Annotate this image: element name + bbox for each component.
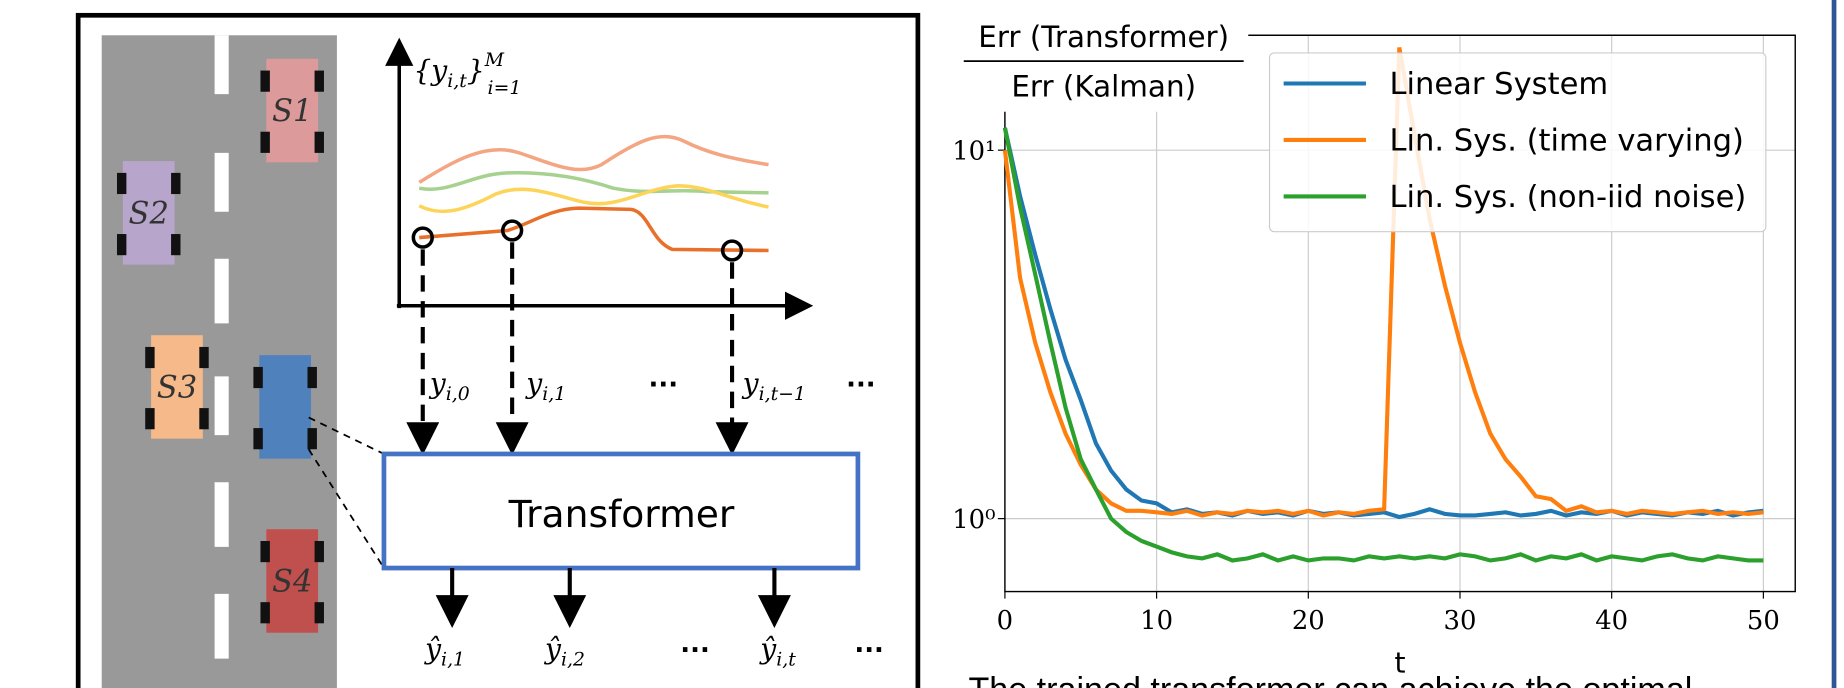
- label-sup: M: [484, 50, 505, 71]
- wheel: [199, 408, 208, 429]
- output-arrows: [452, 568, 774, 620]
- label-sub: i,t: [447, 71, 467, 92]
- label-close: }: [467, 54, 485, 87]
- wheel: [260, 71, 269, 92]
- math-base: ŷ: [423, 633, 442, 666]
- wheel: [199, 347, 208, 368]
- car-label: S2: [129, 196, 169, 231]
- math-sub: i,t: [776, 650, 796, 671]
- wheel: [260, 541, 269, 562]
- page: {"diagram":{ "cars":["S1","S2","S3","S4"…: [0, 0, 1844, 688]
- math-sub: i,0: [446, 384, 470, 405]
- ellipsis: ···: [854, 636, 883, 666]
- x-tick-label: 40: [1595, 606, 1628, 636]
- input-arrows: [423, 242, 732, 447]
- ellipsis: ···: [649, 370, 678, 400]
- math-label: ŷi,1: [423, 633, 465, 671]
- wheel: [315, 602, 324, 623]
- label-low: i=1: [488, 78, 522, 99]
- math-label: yi,0: [428, 367, 470, 405]
- wheel: [308, 367, 317, 388]
- car-label: S3: [157, 371, 197, 406]
- y-tick-label: 10⁰: [952, 505, 995, 535]
- caption: The trained transformer can achieve the …: [968, 671, 1692, 688]
- wheel: [171, 234, 180, 255]
- wheel: [145, 408, 154, 429]
- wheel: [315, 71, 324, 92]
- y-label-num: Err (Transformer): [978, 20, 1229, 54]
- x-tick-label: 10: [1140, 606, 1173, 636]
- chart: 0 10 20 30 40 50 10⁰ 10¹ Linear System Lin. Sys. …: [952, 0, 1795, 688]
- figure: S1S2S3S4 Transformer {yi,t}Mi=1 yi,0yi,1…: [0, 0, 1844, 688]
- math-sub: i,1: [542, 384, 566, 405]
- car: [259, 355, 311, 458]
- y-tick-label: 10¹: [952, 137, 995, 167]
- math-base: y: [741, 367, 760, 400]
- car-label: S4: [272, 565, 312, 600]
- x-tick-label: 30: [1444, 606, 1477, 636]
- wheel: [308, 428, 317, 449]
- x-tick-label: 20: [1292, 606, 1325, 636]
- wheel: [315, 541, 324, 562]
- x-tick-label: 0: [997, 606, 1013, 636]
- math-base: y: [428, 367, 447, 400]
- math-label: yi,t−1: [741, 367, 806, 405]
- ellipsis: ···: [680, 636, 709, 666]
- math-label: ŷi,t: [758, 633, 796, 671]
- math-base: ŷ: [758, 633, 777, 666]
- sample-points: [413, 221, 741, 260]
- wheel: [253, 367, 262, 388]
- wheel: [315, 132, 324, 153]
- math-label: ŷi,2: [543, 633, 585, 671]
- math-base: y: [524, 367, 543, 400]
- legend-label: Linear System: [1389, 67, 1608, 102]
- wheel: [253, 428, 262, 449]
- car-label: S1: [272, 94, 312, 129]
- wheel: [260, 132, 269, 153]
- box-label: Transformer: [508, 492, 735, 536]
- wheel: [260, 602, 269, 623]
- math-sub: i,t−1: [759, 384, 806, 405]
- math-base: ŷ: [543, 633, 562, 666]
- wheel: [171, 173, 180, 194]
- math-label: yi,1: [524, 367, 566, 405]
- wheel: [117, 173, 126, 194]
- ellipsis: ···: [846, 370, 875, 400]
- signal-curves: [419, 137, 768, 251]
- legend-label: Lin. Sys. (non-iid noise): [1389, 180, 1746, 215]
- wheel: [117, 234, 126, 255]
- y-label-den: Err (Kalman): [1011, 69, 1196, 103]
- label-base: {y: [413, 54, 448, 87]
- wheel: [145, 347, 154, 368]
- math-sub: i,1: [441, 650, 465, 671]
- math-sub: i,2: [561, 650, 585, 671]
- x-tick-label: 50: [1747, 606, 1780, 636]
- legend-label: Lin. Sys. (time varying): [1389, 124, 1743, 159]
